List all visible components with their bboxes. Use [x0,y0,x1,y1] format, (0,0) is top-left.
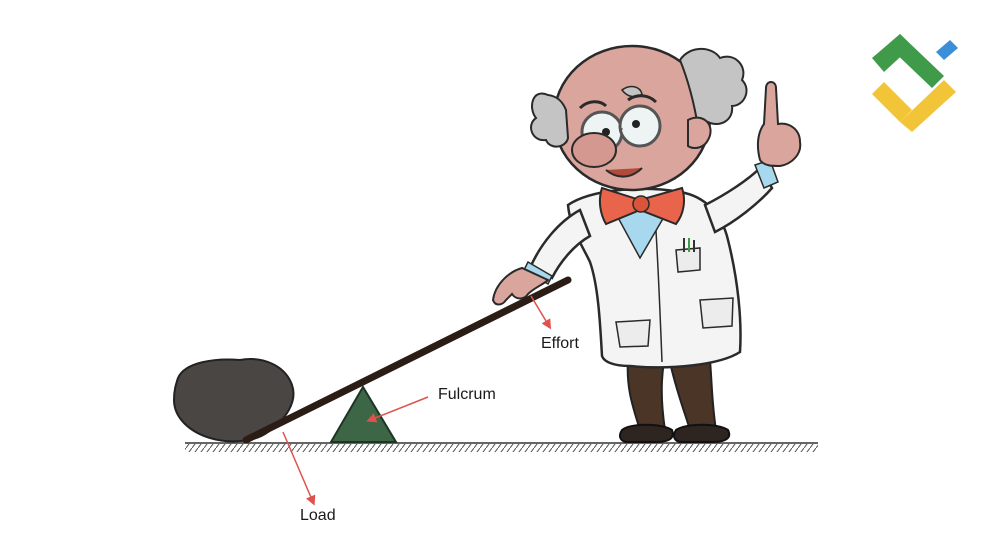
ground [185,442,818,452]
fulcrum-label: Fulcrum [438,386,496,403]
fulcrum-arrow [366,396,429,423]
fulcrum-triangle [329,385,398,443]
effort-arrow [530,295,552,330]
brand-logo-icon [872,34,958,132]
effort-label: Effort [541,335,579,352]
load-arrow [282,431,316,506]
lever-bar [242,276,572,444]
scientist-illustration [491,44,802,443]
load-label: Load [300,507,336,524]
